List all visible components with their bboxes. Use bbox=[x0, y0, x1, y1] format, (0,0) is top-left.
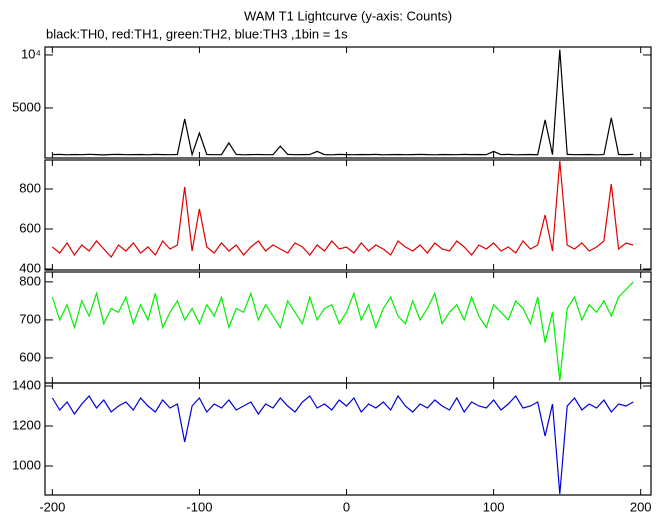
panel-frame bbox=[44, 271, 652, 384]
y-tick-label: 400 bbox=[19, 260, 41, 275]
y-tick-label: 800 bbox=[19, 180, 41, 195]
panel-frame bbox=[44, 159, 652, 271]
y-tick-label: 700 bbox=[19, 311, 41, 326]
x-tick-label: -200 bbox=[39, 499, 65, 514]
series-line bbox=[52, 49, 634, 157]
y-tick-label: 10⁴ bbox=[21, 46, 41, 61]
y-tick-label: 600 bbox=[19, 349, 41, 364]
y-tick-label: 1000 bbox=[12, 457, 41, 472]
y-tick-label: 600 bbox=[19, 220, 41, 235]
x-tick-label: -100 bbox=[186, 499, 212, 514]
x-tick-label: 100 bbox=[483, 499, 505, 514]
chart-title: WAM T1 Lightcurve (y-axis: Counts) bbox=[244, 8, 452, 23]
y-tick-label: 5000 bbox=[12, 99, 41, 114]
series-line bbox=[51, 281, 634, 381]
x-tick-label: 0 bbox=[343, 499, 350, 514]
series-line bbox=[52, 160, 634, 258]
chart-subtitle: black:TH0, red:TH1, green:TH2, blue:TH3 … bbox=[46, 26, 348, 41]
x-tick-label: 200 bbox=[630, 499, 652, 514]
series-line bbox=[51, 394, 634, 495]
y-tick-label: 1200 bbox=[12, 417, 41, 432]
panel-frame bbox=[44, 382, 652, 496]
y-tick-label: 1400 bbox=[12, 377, 41, 392]
y-tick-label: 800 bbox=[19, 273, 41, 288]
panel-frame bbox=[44, 46, 652, 159]
